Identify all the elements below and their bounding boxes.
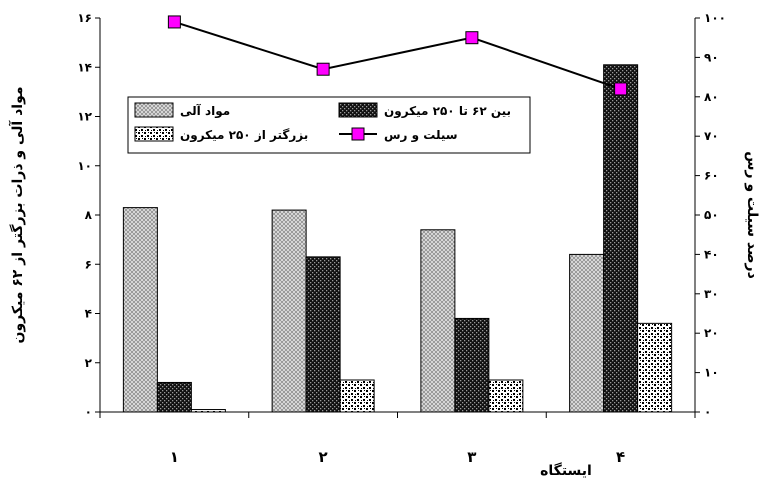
y-tick-label: ۶ xyxy=(85,257,92,271)
y-axis-title-left: مواد آلی و ذرات بزرگتر از ۶۲ میکرون xyxy=(8,86,26,343)
y2-tick-label: ۲۰ xyxy=(704,326,719,340)
y2-tick-label: ۱۰۰ xyxy=(704,11,726,25)
y2-tick-label: ۰ xyxy=(704,405,711,419)
y2-tick-label: ۴۰ xyxy=(704,247,719,261)
y2-tick-label: ۳۰ xyxy=(704,287,719,301)
y2-tick-label: ۹۰ xyxy=(704,50,719,64)
legend-swatch-coarse xyxy=(134,126,174,142)
bars-layer xyxy=(122,64,673,413)
bar-s1-4 xyxy=(569,253,605,413)
line-layer xyxy=(167,15,628,96)
bar-s3-2 xyxy=(339,379,375,413)
y2-tick-label: ۱۰ xyxy=(704,366,719,380)
bar-s1-3 xyxy=(420,229,456,413)
y-tick-label: ۲ xyxy=(85,356,93,370)
legend-label-medium: بین ۶۲ تا ۲۵۰ میکرون xyxy=(384,104,511,119)
bar-s1-1 xyxy=(122,207,158,413)
bar-s2-2 xyxy=(305,256,341,413)
y2-tick-label: ۸۰ xyxy=(704,90,719,104)
bar-s2-1 xyxy=(156,381,192,413)
bar-s3-4 xyxy=(637,322,673,413)
silt-clay-line xyxy=(174,20,621,90)
silt-clay-point-1 xyxy=(167,15,181,29)
silt-clay-point-3 xyxy=(465,31,479,45)
legend-label-coarse: بزرگتر از ۲۵۰ میکرون xyxy=(180,128,308,143)
silt-clay-point-4 xyxy=(614,82,628,96)
y-tick-label: ۴ xyxy=(85,307,92,321)
x-category-label: ۳ xyxy=(467,448,476,466)
bar-s2-4 xyxy=(603,64,639,413)
x-axis-title: ایستگاه xyxy=(540,462,592,479)
y-tick-label: ۱۶ xyxy=(77,11,92,25)
legend-swatch-organic xyxy=(134,102,174,118)
bar-s2-3 xyxy=(454,317,490,413)
y2-tick-label: ۵۰ xyxy=(704,208,719,222)
legend-box xyxy=(127,96,531,154)
x-category-label: ۲ xyxy=(319,448,328,466)
x-category-label: ۴ xyxy=(616,448,625,466)
y2-tick-label: ۷۰ xyxy=(704,129,719,143)
y-tick-label: ۸ xyxy=(85,208,93,222)
legend-swatch-medium xyxy=(338,102,378,118)
y-tick-label: ۱۴ xyxy=(77,60,92,74)
y-axis-title-right: درصد سیلت و رس xyxy=(744,151,760,279)
y2-tick-label: ۶۰ xyxy=(704,169,719,183)
legend-swatch-silt-marker xyxy=(351,127,365,141)
x-category-label: ۱ xyxy=(170,448,179,466)
y-tick-label: ۱۲ xyxy=(77,110,92,124)
legend: مواد آلی بین ۶۲ تا ۲۵۰ میکرون بزرگتر از … xyxy=(127,96,531,154)
legend-label-organic: مواد آلی xyxy=(180,103,230,119)
silt-clay-point-2 xyxy=(316,62,330,76)
bar-s3-3 xyxy=(488,379,524,413)
bar-s1-2 xyxy=(271,209,307,413)
y-tick-label: ۰ xyxy=(85,405,92,419)
legend-label-silt: سیلت و رس xyxy=(384,128,458,143)
y-tick-label: ۱۰ xyxy=(77,159,92,173)
